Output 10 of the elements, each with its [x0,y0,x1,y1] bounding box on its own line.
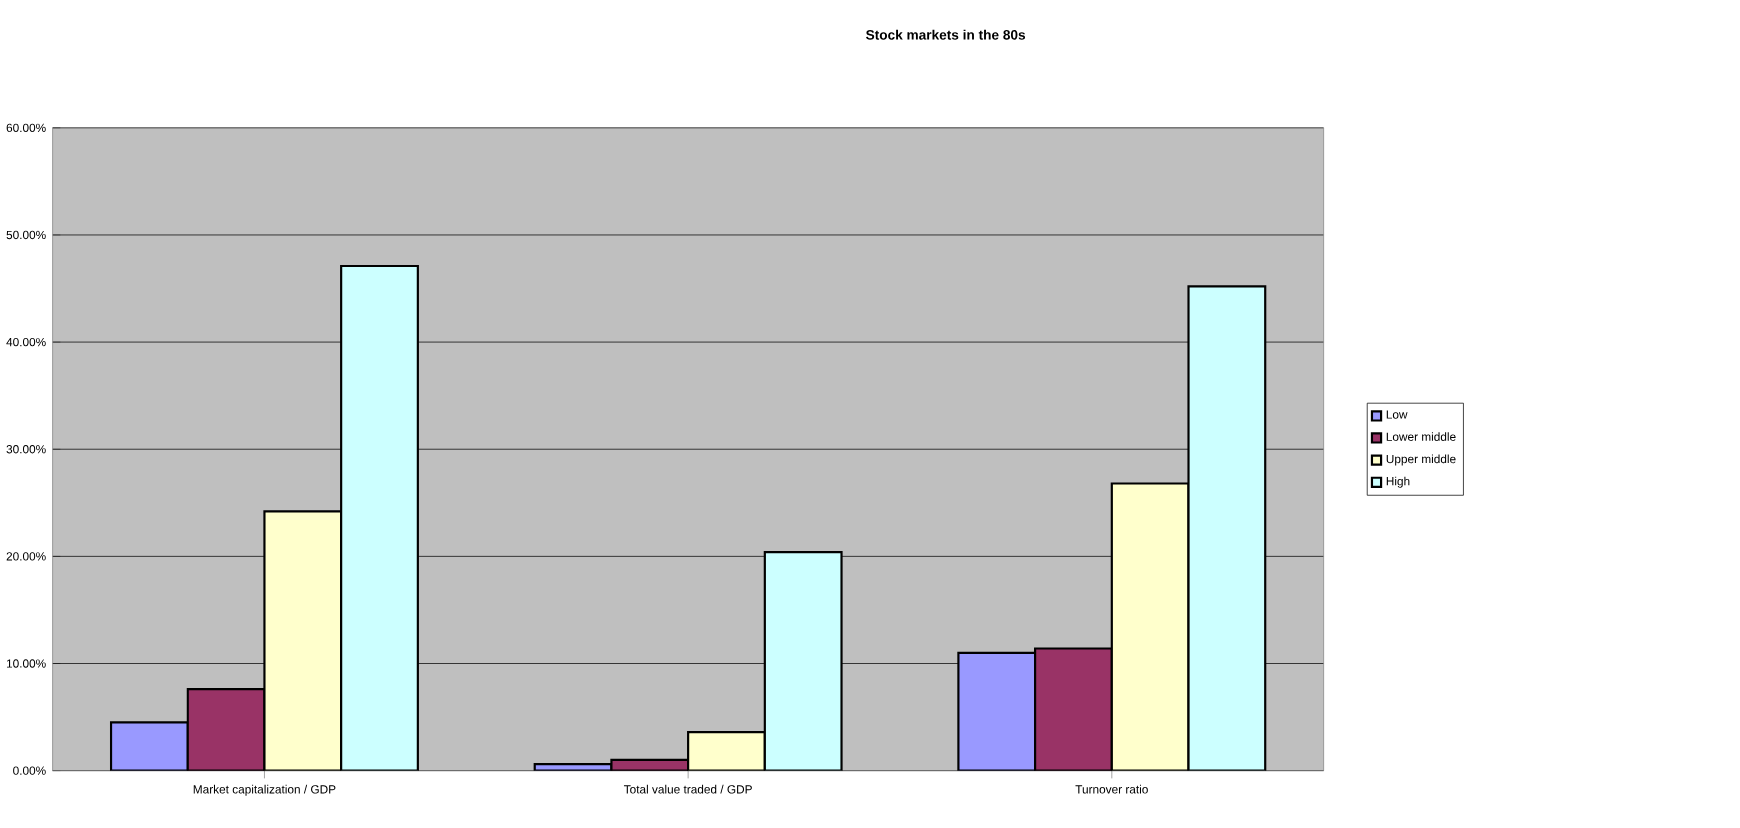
bar [687,731,766,772]
bar [763,551,843,772]
bar [263,510,343,772]
bar [1034,647,1113,772]
bar [1110,482,1190,772]
bar [186,688,266,772]
bar [109,721,189,772]
bar [1187,285,1267,772]
bar [957,652,1037,772]
bar [340,265,419,772]
